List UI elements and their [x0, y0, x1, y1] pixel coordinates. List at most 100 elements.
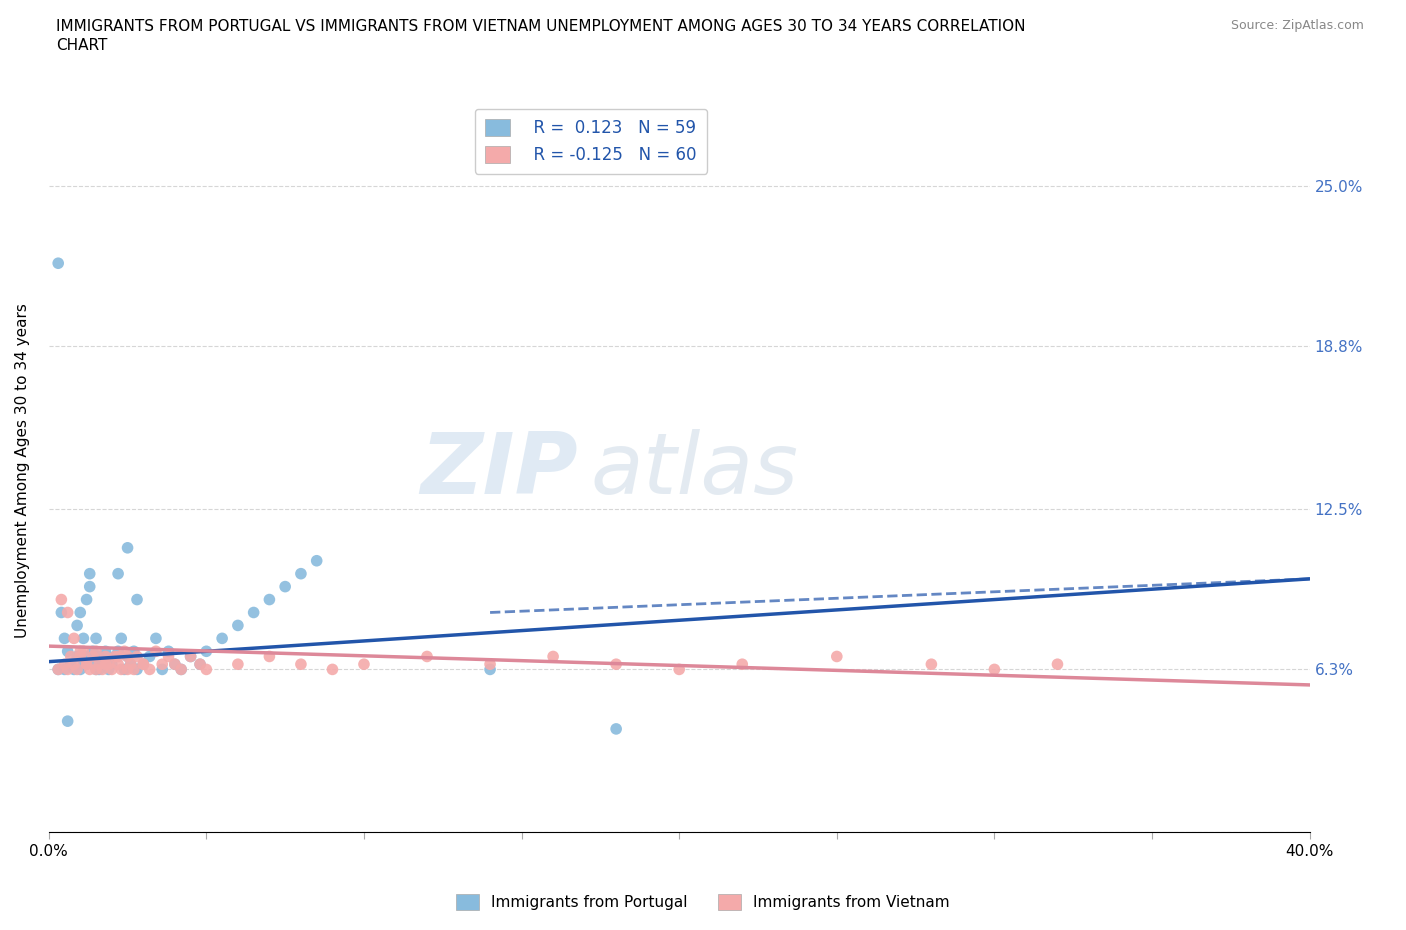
- Point: [157, 649, 180, 664]
- Text: ZIP: ZIP: [420, 429, 578, 512]
- Point: [46, 256, 69, 271]
- Point: [125, 662, 148, 677]
- Point: [125, 592, 148, 607]
- Point: [321, 662, 343, 677]
- Point: [53, 657, 76, 671]
- Point: [150, 662, 173, 677]
- Point: [76, 592, 98, 607]
- Point: [125, 649, 148, 664]
- Point: [104, 649, 127, 664]
- Point: [353, 657, 375, 671]
- Point: [170, 662, 193, 677]
- Point: [69, 662, 91, 677]
- Point: [1046, 657, 1069, 671]
- Point: [117, 540, 139, 555]
- Point: [59, 657, 82, 671]
- Point: [66, 662, 89, 677]
- Point: [46, 662, 69, 677]
- Point: [479, 657, 502, 671]
- Point: [84, 662, 107, 677]
- Point: [112, 662, 135, 677]
- Point: [56, 605, 79, 620]
- Point: [84, 644, 107, 658]
- Point: [56, 662, 79, 677]
- Point: [63, 662, 86, 677]
- Text: Source: ZipAtlas.com: Source: ZipAtlas.com: [1230, 19, 1364, 32]
- Point: [188, 657, 211, 671]
- Point: [117, 649, 139, 664]
- Point: [97, 662, 120, 677]
- Point: [290, 566, 312, 581]
- Point: [170, 662, 193, 677]
- Point: [117, 649, 139, 664]
- Point: [157, 644, 180, 658]
- Point: [101, 657, 124, 671]
- Point: [122, 662, 145, 677]
- Point: [112, 644, 135, 658]
- Point: [983, 662, 1005, 677]
- Point: [138, 662, 160, 677]
- Point: [110, 662, 132, 677]
- Point: [79, 579, 101, 594]
- Point: [89, 657, 111, 671]
- Point: [56, 713, 79, 728]
- Point: [138, 649, 160, 664]
- Point: [120, 657, 142, 671]
- Point: [188, 657, 211, 671]
- Point: [290, 657, 312, 671]
- Point: [66, 618, 89, 632]
- Point: [63, 631, 86, 645]
- Point: [107, 657, 129, 671]
- Point: [605, 657, 627, 671]
- Point: [163, 657, 186, 671]
- Point: [122, 644, 145, 658]
- Point: [305, 553, 328, 568]
- Point: [51, 605, 73, 620]
- Point: [416, 649, 439, 664]
- Point: [84, 662, 107, 677]
- Point: [226, 618, 249, 632]
- Point: [259, 592, 281, 607]
- Point: [72, 631, 94, 645]
- Text: atlas: atlas: [591, 429, 799, 512]
- Point: [101, 662, 124, 677]
- Point: [94, 657, 117, 671]
- Point: [211, 631, 233, 645]
- Point: [56, 644, 79, 658]
- Point: [59, 649, 82, 664]
- Y-axis label: Unemployment Among Ages 30 to 34 years: Unemployment Among Ages 30 to 34 years: [15, 303, 30, 638]
- Point: [117, 662, 139, 677]
- Point: [226, 657, 249, 671]
- Point: [541, 649, 564, 664]
- Legend:   R =  0.123   N = 59,   R = -0.125   N = 60: R = 0.123 N = 59, R = -0.125 N = 60: [475, 109, 707, 174]
- Point: [107, 644, 129, 658]
- Point: [195, 662, 218, 677]
- Point: [150, 657, 173, 671]
- Point: [76, 657, 98, 671]
- Point: [274, 579, 297, 594]
- Point: [72, 644, 94, 658]
- Point: [605, 722, 627, 737]
- Point: [259, 649, 281, 664]
- Point: [479, 662, 502, 677]
- Point: [195, 644, 218, 658]
- Legend: Immigrants from Portugal, Immigrants from Vietnam: Immigrants from Portugal, Immigrants fro…: [449, 886, 957, 918]
- Text: IMMIGRANTS FROM PORTUGAL VS IMMIGRANTS FROM VIETNAM UNEMPLOYMENT AMONG AGES 30 T: IMMIGRANTS FROM PORTUGAL VS IMMIGRANTS F…: [56, 19, 1026, 53]
- Point: [69, 644, 91, 658]
- Point: [180, 649, 202, 664]
- Point: [825, 649, 848, 664]
- Point: [72, 657, 94, 671]
- Point: [120, 657, 142, 671]
- Point: [145, 644, 167, 658]
- Point: [94, 649, 117, 664]
- Point: [76, 649, 98, 664]
- Point: [79, 662, 101, 677]
- Point: [145, 631, 167, 645]
- Point: [668, 662, 690, 677]
- Point: [82, 657, 104, 671]
- Point: [731, 657, 754, 671]
- Point: [89, 649, 111, 664]
- Point: [107, 566, 129, 581]
- Point: [920, 657, 942, 671]
- Point: [132, 657, 155, 671]
